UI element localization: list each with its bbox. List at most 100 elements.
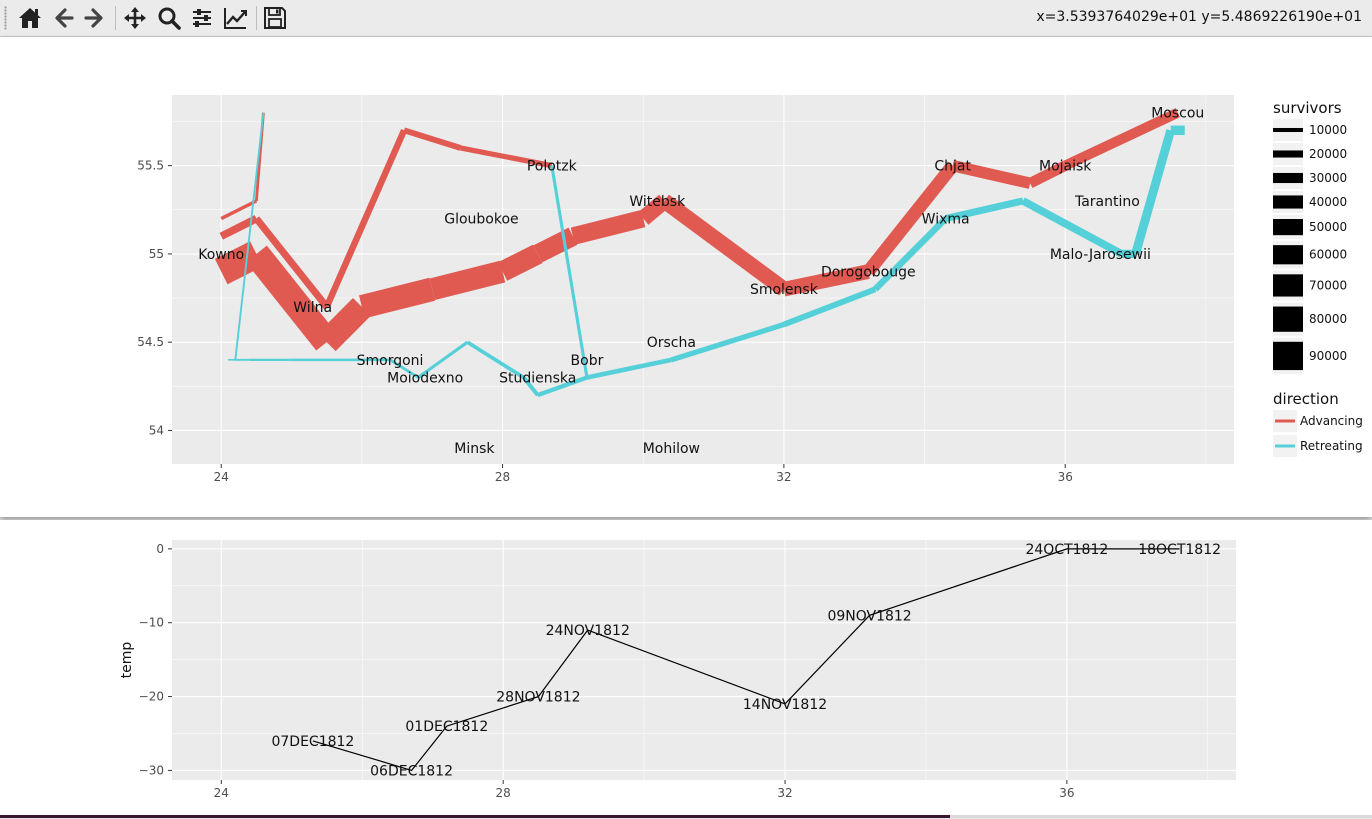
path-segment-advancing	[638, 194, 670, 225]
path-segment-advancing	[497, 244, 543, 281]
city-label: Tarantino	[1074, 194, 1140, 210]
forward-button[interactable]	[81, 4, 109, 32]
legend-label-survivors: 10000	[1309, 123, 1347, 137]
legend-swatch-survivors	[1273, 274, 1303, 297]
path-segment-retreating	[522, 376, 539, 396]
path-segment-advancing	[359, 277, 436, 319]
x-tick-label: 28	[496, 786, 511, 800]
path-segment-advancing	[1063, 108, 1180, 171]
date-label: 24NOV1812	[546, 623, 630, 639]
map-chart[interactable]: 24 28 32 365454.55555.5KownoWilnaSmorgoniMo…	[0, 37, 1372, 517]
path-segment-retreating	[417, 340, 469, 379]
save-icon	[264, 7, 286, 29]
y-tick-label: −20	[139, 690, 164, 704]
path-segment-advancing	[253, 216, 330, 310]
city-label: Orscha	[647, 335, 696, 351]
date-label: 09NOV1812	[827, 608, 911, 624]
back-button[interactable]	[49, 4, 77, 32]
legend-label-survivors: 90000	[1309, 349, 1347, 363]
legend-swatch-survivors	[1273, 127, 1303, 133]
legend-title-survivors: survivors	[1273, 99, 1342, 117]
edit-axis-icon	[224, 8, 247, 29]
city-label: Moiodexno	[387, 370, 463, 386]
path-segment-advancing	[863, 161, 958, 276]
city-label: Malo-Jarosewii	[1050, 247, 1151, 263]
toolbar: x=3.5393764029e+01 y=5.4869226190e+01	[0, 0, 1372, 37]
path-segment-advancing	[220, 199, 258, 221]
city-label: Wixma	[922, 212, 970, 228]
zoom-button[interactable]	[155, 4, 183, 32]
cursor-coordinates: x=3.5393764029e+01 y=5.4869226190e+01	[1036, 9, 1362, 25]
path-segment-retreating	[873, 216, 948, 292]
pan-icon	[124, 7, 146, 29]
city-label: Moscou	[1151, 106, 1204, 122]
toolbar-grip[interactable]	[4, 6, 7, 30]
x-tick-label: 36	[1058, 470, 1073, 484]
home-icon	[19, 8, 41, 28]
city-label: Mojaisk	[1039, 159, 1092, 175]
path-segment-retreating	[782, 286, 877, 328]
legend-label-survivors: 50000	[1309, 220, 1347, 234]
edit-axis-button[interactable]	[221, 4, 249, 32]
legend-label-survivors: 20000	[1309, 147, 1347, 161]
city-label: Minsk	[454, 441, 495, 457]
city-label: Smorgoni	[357, 353, 424, 369]
path-segment-retreating	[537, 376, 588, 397]
path-segment-advancing	[317, 297, 371, 352]
toolbar-separator	[256, 6, 257, 30]
path-segment-advancing	[659, 194, 789, 296]
path-segment-advancing	[245, 245, 338, 351]
zoom-icon	[158, 7, 181, 30]
path-segment-retreating	[1131, 129, 1175, 256]
city-label: Chjat	[934, 159, 971, 175]
path-segment-retreating	[466, 340, 525, 380]
y-tick-label: 55.5	[137, 159, 164, 173]
legend-label-direction: Advancing	[1300, 414, 1363, 428]
city-label: Studienska	[499, 370, 576, 386]
configure-subplots-icon	[193, 9, 211, 27]
city-label: Bobr	[571, 353, 604, 369]
taskbar-edge-light	[950, 815, 1372, 818]
legend-swatch-survivors	[1273, 195, 1303, 209]
legend-label-survivors: 40000	[1309, 195, 1347, 209]
path-segment-retreating	[234, 112, 265, 360]
back-icon	[55, 8, 74, 28]
city-label: Gloubokoe	[444, 212, 518, 228]
x-tick-label: 36	[1059, 786, 1074, 800]
legend-swatch-survivors	[1273, 219, 1303, 236]
date-label: 14NOV1812	[743, 697, 827, 713]
city-label: Kowno	[198, 247, 244, 263]
home-button[interactable]	[16, 4, 44, 32]
temperature-chart[interactable]: 24 28 32 36 0 −10 −20 −30 18OCT1812 24OCT1812 09NO…	[0, 520, 1372, 815]
save-button[interactable]	[261, 4, 289, 32]
pan-button[interactable]	[121, 4, 149, 32]
x-tick-label: 24	[214, 470, 229, 484]
path-segment-advancing	[323, 129, 408, 309]
date-label: 24OCT1812	[1025, 542, 1108, 558]
path-segment-advancing	[570, 210, 646, 245]
path-segment-retreating	[670, 322, 785, 363]
path-segment-retreating	[944, 197, 1024, 223]
path-segment-advancing	[782, 264, 870, 297]
city-label: Mohilow	[643, 441, 700, 457]
path-segment-retreating	[1021, 197, 1124, 258]
path-segment-advancing	[459, 145, 553, 169]
configure-subplots-button[interactable]	[188, 4, 216, 32]
x-tick-label: 32	[776, 470, 791, 484]
city-label: Dorogobouge	[821, 265, 916, 281]
temperature-figure-canvas[interactable]: 24 28 32 36 0 −10 −20 −30 18OCT1812 24OCT1812 09NO…	[0, 520, 1372, 815]
date-label: 18OCT1812	[1138, 542, 1221, 558]
path-segment-advancing	[429, 260, 506, 300]
date-label: 06DEC1812	[370, 763, 453, 779]
x-tick-label: 24	[214, 786, 229, 800]
legend-label-survivors: 30000	[1309, 171, 1347, 185]
path-segment-retreating	[586, 357, 672, 380]
map-figure-canvas[interactable]: 24 28 32 36 54 54.5 55 55.5 Kowno Wilna Smorgoni Mo…	[0, 37, 1372, 517]
city-label: Polotzk	[527, 159, 578, 175]
y-axis-label: temp	[119, 642, 135, 679]
x-tick-label: 32	[777, 786, 792, 800]
city-label: Witebsk	[629, 194, 686, 210]
y-tick-label: 54.5	[137, 335, 164, 349]
y-tick-label: 54	[149, 423, 164, 437]
y-tick-label: 55	[149, 247, 164, 261]
